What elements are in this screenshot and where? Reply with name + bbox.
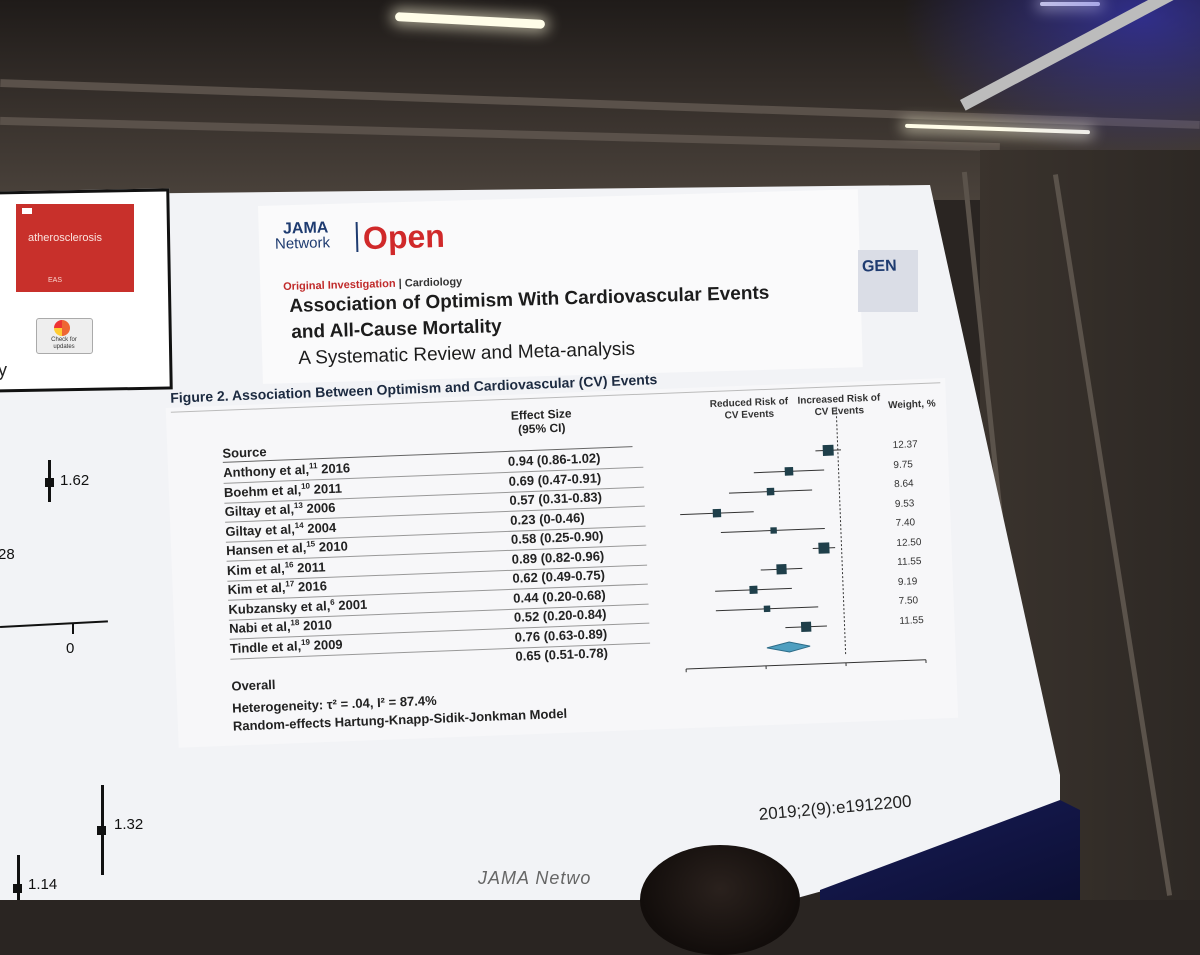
effect-size-value: 0.23 (0-0.46) — [510, 509, 585, 527]
study-author: Hansen et al, — [226, 540, 307, 558]
forest-plot-figure: Figure 2. Association Between Optimism a… — [165, 360, 963, 750]
effect-size-header: Effect Size (95% CI) — [496, 406, 587, 437]
article-type-separator: | — [395, 278, 405, 290]
effect-box — [749, 586, 757, 594]
study-ref: 16 — [284, 560, 293, 569]
study-source: Hansen et al,15 2010 — [226, 538, 348, 558]
study-source: Tindle et al,19 2009 — [230, 636, 343, 656]
effect-size-value: 0.52 (0.20-0.84) — [514, 606, 607, 625]
study-year: 2010 — [315, 538, 348, 554]
study-ref: 17 — [285, 579, 294, 588]
effect-box — [767, 488, 775, 496]
left-forest-box — [97, 826, 106, 835]
network-logo: Network — [275, 234, 330, 253]
left-forest-label: 28 — [0, 546, 15, 563]
effect-size-value: 0.69 (0.47-0.91) — [508, 470, 601, 489]
left-forest-box — [13, 884, 22, 893]
left-forest-label: 1.14 — [28, 876, 57, 893]
source-header: Source — [222, 444, 267, 461]
effect-size-value: 0.57 (0.31-0.83) — [509, 489, 602, 508]
effect-size-value: 0.44 (0.20-0.68) — [513, 587, 606, 606]
effect-box — [818, 542, 829, 553]
audience-head — [640, 845, 800, 955]
study-author: Boehm et al, — [224, 482, 302, 500]
reference-line — [836, 403, 846, 655]
overall-effect-value: 0.65 (0.51-0.78) — [515, 645, 608, 664]
effect-box — [785, 467, 794, 476]
left-forest-whisker — [17, 855, 20, 900]
study-source: Kubzansky et al,6 2001 — [228, 596, 367, 617]
study-year: 2004 — [303, 519, 336, 535]
study-year: 2001 — [334, 596, 367, 612]
study-author: Kim et al, — [227, 580, 285, 597]
effect-box — [801, 622, 811, 632]
effect-size-value: 0.76 (0.63-0.89) — [514, 626, 607, 645]
study-year: 2016 — [317, 460, 350, 476]
study-author: Giltay et al, — [224, 501, 294, 519]
study-year: 2006 — [303, 500, 336, 516]
study-year: 2011 — [293, 559, 325, 575]
left-forest-label: 1.62 — [60, 472, 89, 489]
check-updates-label: Check for updates — [40, 337, 88, 351]
study-year: 2010 — [299, 617, 332, 633]
study-source: Kim et al,16 2011 — [227, 558, 326, 577]
effect-box — [713, 509, 722, 518]
study-source: Giltay et al,14 2004 — [225, 519, 336, 539]
header-tag: GEN — [862, 258, 897, 277]
overall-label: Overall — [231, 677, 276, 694]
study-author: Kubzansky et al, — [228, 598, 330, 617]
effect-size-value: 0.58 (0.25-0.90) — [511, 528, 604, 547]
study-author: Anthony et al, — [223, 462, 309, 480]
study-author: Giltay et al, — [225, 521, 295, 539]
open-logo: Open — [362, 218, 445, 257]
effect-size-value: 0.89 (0.82-0.96) — [511, 548, 604, 567]
check-updates-icon — [54, 320, 70, 336]
study-source: Boehm et al,10 2011 — [224, 480, 343, 500]
study-source: Giltay et al,13 2006 — [224, 500, 335, 520]
effect-size-value: 0.94 (0.86-1.02) — [508, 450, 601, 469]
study-author: Kim et al, — [227, 560, 285, 577]
journal-cover — [16, 204, 134, 292]
study-year: 2011 — [310, 480, 342, 496]
cover-title: atherosclerosis — [28, 232, 102, 244]
effect-box — [823, 445, 834, 456]
forest-plot-area: 00.51.01.5Effect Size (95% CI) — [666, 403, 936, 673]
study-source: Kim et al,17 2016 — [227, 578, 327, 597]
left-forest-tick-label: 0 — [66, 640, 74, 657]
effect-box — [770, 527, 777, 534]
overall-diamond — [767, 641, 811, 653]
study-author: Tindle et al, — [230, 638, 302, 656]
left-forest-label: 1.32 — [114, 816, 143, 833]
effect-size-value: 0.62 (0.49-0.75) — [512, 567, 605, 586]
study-author: Nabi et al, — [229, 619, 291, 636]
blue-glow — [900, 0, 1200, 160]
cut-text: y — [0, 360, 7, 381]
left-forest-tick — [72, 624, 74, 634]
journal-footer: JAMA Netwo — [478, 868, 591, 889]
study-year: 2016 — [294, 578, 327, 594]
cover-footer: EAS — [48, 277, 62, 284]
study-year: 2009 — [310, 636, 343, 652]
left-forest-box — [45, 478, 54, 487]
study-source: Anthony et al,11 2016 — [223, 460, 350, 480]
cover-corner-icon — [22, 208, 32, 214]
effect-box — [776, 564, 786, 574]
article-type-section: Cardiology — [405, 276, 463, 290]
effect-box — [764, 605, 771, 612]
study-source: Nabi et al,18 2010 — [229, 617, 332, 636]
